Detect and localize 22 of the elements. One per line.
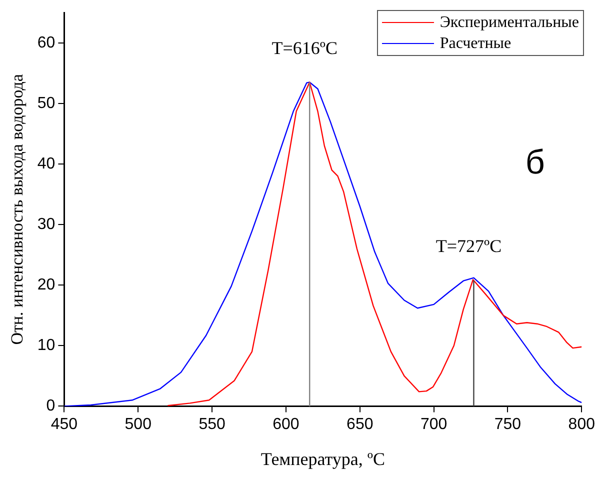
x-tick-label: 600 bbox=[272, 416, 300, 434]
x-tick-label: 500 bbox=[124, 416, 152, 434]
x-tick-label: 550 bbox=[198, 416, 226, 434]
y-tick-label: 10 bbox=[37, 337, 56, 354]
x-tick-label: 800 bbox=[568, 416, 596, 434]
y-tick-label: 40 bbox=[37, 155, 56, 172]
y-tick-label: 50 bbox=[37, 94, 56, 112]
y-tick-label: 20 bbox=[37, 276, 56, 294]
y-tick-label: 60 bbox=[37, 34, 56, 52]
y-tick-label: 0 bbox=[46, 398, 56, 415]
ref-line-label: T=616ºC bbox=[272, 38, 338, 58]
x-tick-label: 750 bbox=[494, 416, 522, 434]
x-tick-label: 450 bbox=[50, 416, 78, 434]
x-axis-title: Температура, ºC bbox=[260, 448, 385, 469]
legend-label: Экспериментальные bbox=[440, 13, 579, 33]
annotation: б bbox=[525, 144, 545, 182]
legend-label: Расчетные bbox=[440, 34, 512, 54]
x-tick-label: 650 bbox=[346, 416, 374, 434]
y-tick-label: 30 bbox=[37, 216, 56, 233]
y-axis-title: Отн. интенсивность выхода водорода bbox=[8, 74, 27, 345]
x-tick-label: 700 bbox=[420, 416, 448, 434]
ref-line-label: T=727ºC bbox=[436, 236, 502, 256]
